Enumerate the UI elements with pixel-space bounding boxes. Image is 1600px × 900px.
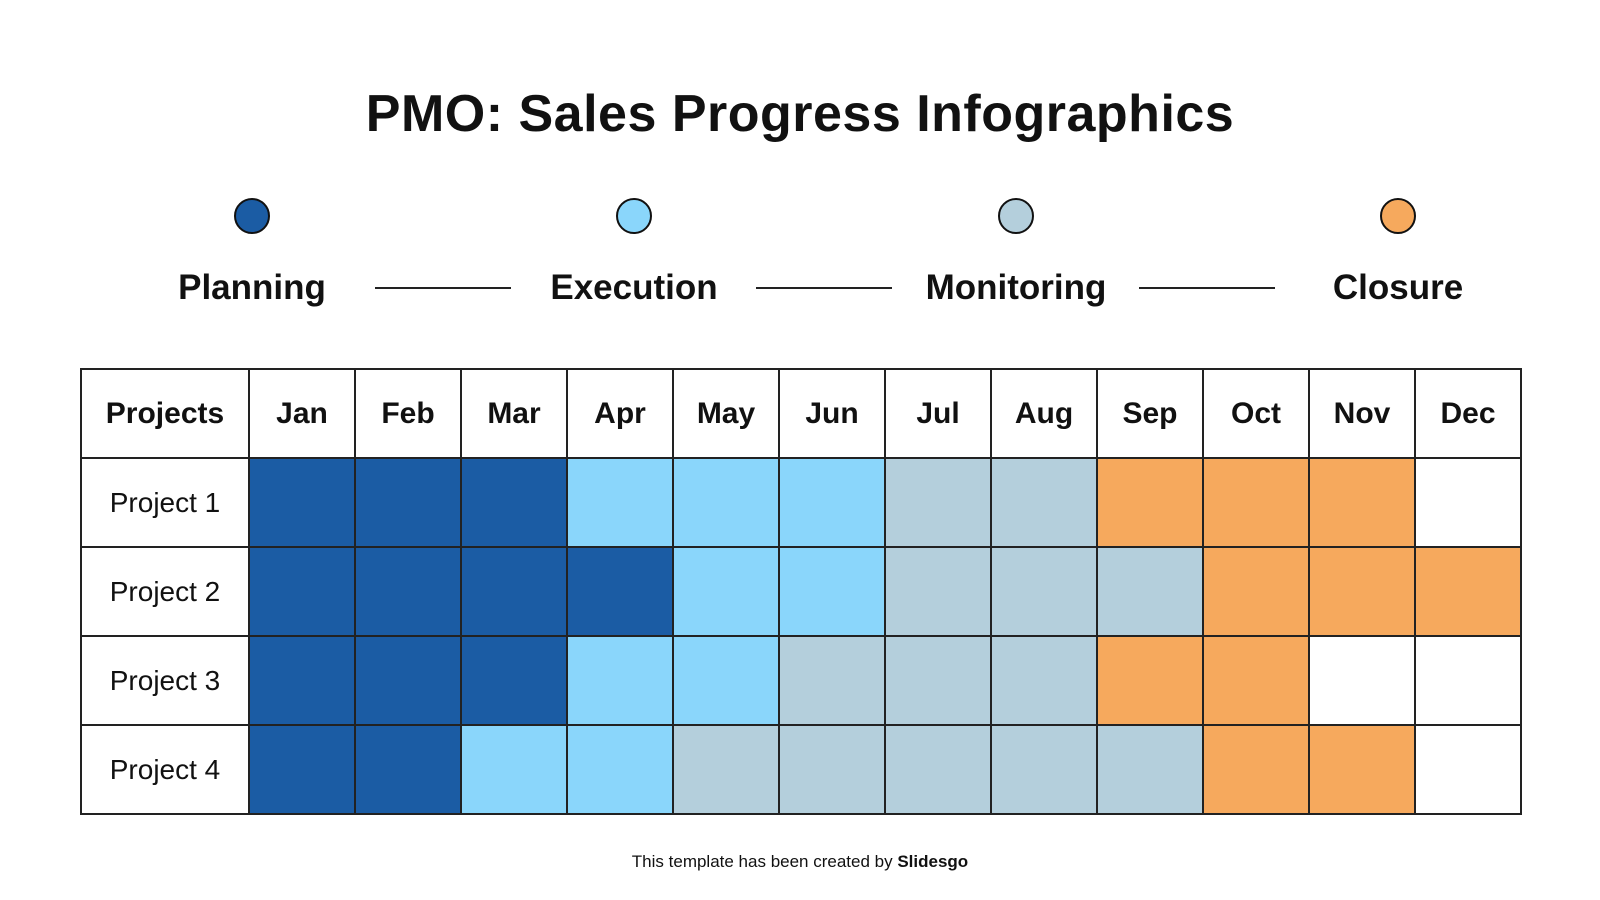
phase-cell (354, 457, 462, 548)
footer-text: This template has been created by (631, 852, 898, 871)
phase-cell (1308, 635, 1416, 726)
project-name: Project 2 (80, 546, 250, 637)
phase-cell (566, 635, 674, 726)
phase-execution: Execution (504, 196, 764, 308)
phase-cell (460, 546, 568, 637)
phase-cell (1202, 546, 1310, 637)
month-header: May (672, 368, 780, 459)
phase-monitoring: Monitoring (886, 196, 1146, 308)
planning-dot-icon (234, 198, 270, 234)
phase-cell (1308, 724, 1416, 815)
phase-cell (1096, 457, 1204, 548)
phase-cell (1202, 724, 1310, 815)
phase-cell (566, 457, 674, 548)
phase-planning: Planning (122, 196, 382, 308)
month-header: Jan (248, 368, 356, 459)
phase-cell (990, 546, 1098, 637)
project-name: Project 4 (80, 724, 250, 815)
page-title: PMO: Sales Progress Infographics (365, 85, 1235, 143)
phase-cell (566, 724, 674, 815)
phase-label: Planning (178, 268, 326, 307)
phase-closure: Closure (1268, 196, 1528, 308)
phase-cell (460, 724, 568, 815)
phase-cell (1414, 724, 1522, 815)
phase-cell (1096, 546, 1204, 637)
phase-label: Closure (1332, 268, 1464, 307)
phase-cell (1202, 457, 1310, 548)
phase-legend: Planning Execution Monitoring Closure (0, 196, 1600, 316)
phase-cell (672, 724, 780, 815)
project-name: Project 3 (80, 635, 250, 726)
phase-cell (990, 457, 1098, 548)
phase-cell (672, 546, 780, 637)
phase-cell (672, 635, 780, 726)
phase-cell (778, 724, 886, 815)
phase-cell (248, 457, 356, 548)
phase-label: Monitoring (925, 268, 1107, 307)
phase-cell (248, 546, 356, 637)
phase-cell (248, 724, 356, 815)
phase-cell (1096, 724, 1204, 815)
month-header: Oct (1202, 368, 1310, 459)
phase-cell (248, 635, 356, 726)
phase-cell (990, 724, 1098, 815)
month-header: Dec (1414, 368, 1522, 459)
month-header: Apr (566, 368, 674, 459)
phase-cell (884, 635, 992, 726)
project-timeline-table: Projects Jan Feb Mar Apr May Jun Jul Aug Sep Oct N… (80, 368, 1522, 815)
table-row: Project 2 (80, 546, 1522, 637)
phase-cell (354, 724, 462, 815)
table-row: Project 4 (80, 724, 1522, 815)
phase-cell (1096, 635, 1204, 726)
month-header: Jul (884, 368, 992, 459)
phase-cell (354, 635, 462, 726)
phase-cell (884, 546, 992, 637)
connector-line (756, 287, 892, 289)
phase-cell (1414, 635, 1522, 726)
connector-line (375, 287, 511, 289)
header-row: Projects Jan Feb Mar Apr May Jun Jul Aug Sep Oct N… (80, 368, 1522, 459)
projects-header: Projects (80, 368, 250, 459)
phase-cell (566, 546, 674, 637)
phase-cell (672, 457, 780, 548)
project-name: Project 1 (80, 457, 250, 548)
phase-cell (990, 635, 1098, 726)
footer-credit: This template has been created by Slides… (0, 852, 1600, 872)
closure-dot-icon (1380, 198, 1416, 234)
phase-cell (884, 724, 992, 815)
month-header: Nov (1308, 368, 1416, 459)
month-header: Sep (1096, 368, 1204, 459)
phase-cell (354, 546, 462, 637)
phase-cell (460, 457, 568, 548)
phase-cell (1202, 635, 1310, 726)
connector-line (1139, 287, 1275, 289)
month-header: Mar (460, 368, 568, 459)
phase-label: Execution (550, 268, 718, 307)
table-row: Project 1 (80, 457, 1522, 548)
month-header: Aug (990, 368, 1098, 459)
monitoring-dot-icon (998, 198, 1034, 234)
phase-cell (778, 457, 886, 548)
phase-cell (778, 546, 886, 637)
phase-cell (1414, 546, 1522, 637)
phase-cell (884, 457, 992, 548)
table-row: Project 3 (80, 635, 1522, 726)
footer-brand: Slidesgo (897, 852, 969, 871)
phase-cell (1308, 546, 1416, 637)
phase-cell (1308, 457, 1416, 548)
phase-cell (1414, 457, 1522, 548)
month-header: Feb (354, 368, 462, 459)
phase-cell (460, 635, 568, 726)
phase-cell (778, 635, 886, 726)
month-header: Jun (778, 368, 886, 459)
execution-dot-icon (616, 198, 652, 234)
